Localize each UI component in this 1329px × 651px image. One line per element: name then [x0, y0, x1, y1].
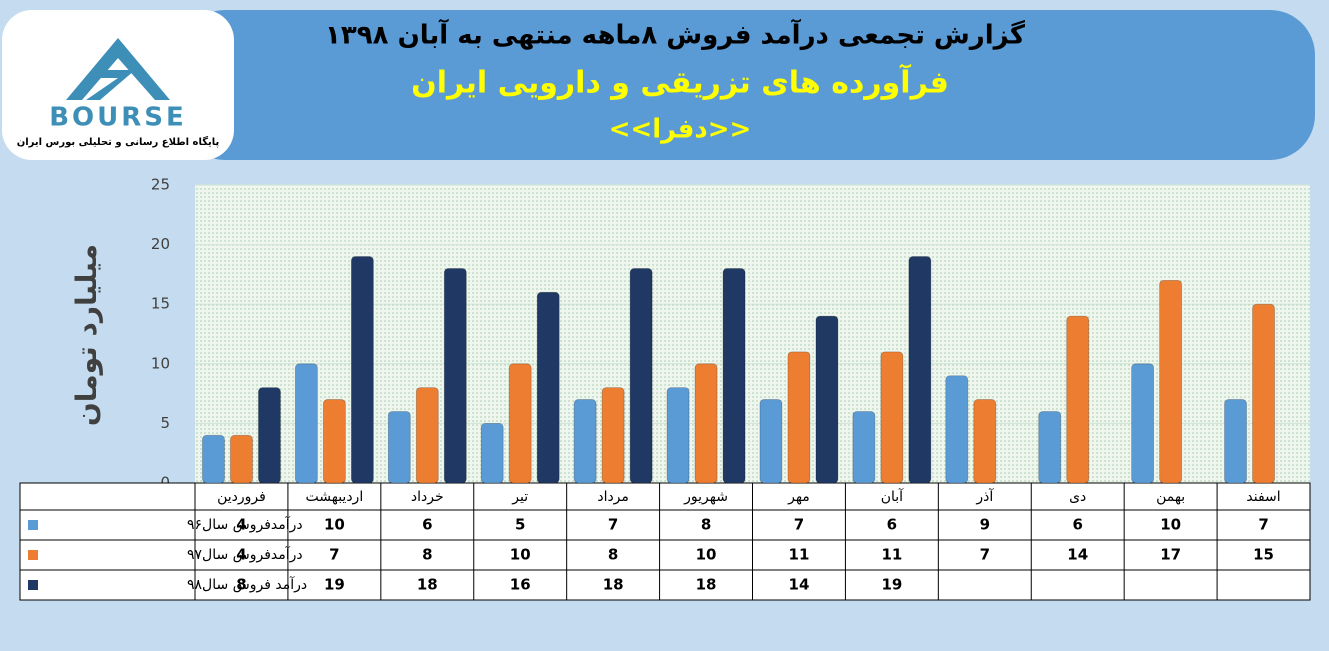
table-value: 10 — [696, 546, 717, 564]
legend-label: درآمدفروش سال۹۷ — [187, 546, 303, 563]
y-tick-label: 10 — [151, 354, 170, 372]
legend-swatch — [28, 520, 38, 530]
logo-subtitle: پایگاه اطلاع رسانی و تحلیلی بورس ایران — [17, 135, 220, 148]
y-tick-label: 5 — [160, 414, 170, 432]
bar — [202, 434, 225, 484]
bar — [1224, 399, 1247, 484]
bar — [573, 399, 597, 484]
table-value: 18 — [603, 576, 624, 594]
logo-text: BOURSE — [49, 103, 187, 133]
x-tick-label: مهر — [787, 489, 810, 505]
bar — [629, 268, 653, 484]
bar — [666, 387, 690, 484]
x-tick-label: خرداد — [411, 489, 444, 505]
bar — [230, 434, 253, 484]
table-value: 14 — [789, 576, 810, 594]
table-value: 6 — [422, 516, 432, 534]
chart-title: گزارش تجمعی درآمد فروش ۸ماهه منتهی به آب… — [325, 19, 1026, 51]
table-value: 18 — [696, 576, 717, 594]
bar — [294, 363, 318, 484]
table-value: 6 — [1072, 516, 1082, 534]
table-value: 11 — [789, 546, 810, 564]
plot-area — [195, 185, 1310, 483]
y-tick-label: 25 — [151, 176, 170, 194]
bar — [908, 256, 932, 484]
table-value: 15 — [1253, 546, 1274, 564]
table-value: 10 — [324, 516, 345, 534]
bar — [1252, 303, 1275, 484]
x-tick-label: آذر — [975, 488, 994, 505]
table-value: 16 — [510, 576, 531, 594]
table-value: 7 — [1258, 516, 1268, 534]
bar — [508, 363, 532, 484]
bar — [415, 387, 439, 484]
logo-box — [2, 10, 234, 160]
x-tick-label: فروردین — [217, 489, 266, 505]
bar — [387, 411, 411, 484]
legend-swatch — [28, 580, 38, 590]
x-tick-label: بهمن — [1156, 489, 1185, 505]
table-value: 7 — [608, 516, 618, 534]
table-value: 6 — [887, 516, 897, 534]
x-tick-label: اردیبهشت — [306, 489, 364, 505]
bar — [787, 351, 811, 484]
bar — [880, 351, 904, 484]
table-value: 18 — [417, 576, 438, 594]
bar — [1159, 279, 1183, 484]
chart-subtitle: فرآورده های تزریقی و دارویی ایران — [411, 64, 949, 101]
logo-icon — [66, 38, 170, 100]
legend-swatch — [28, 550, 38, 560]
bar — [1038, 411, 1062, 484]
table-value: 14 — [1067, 546, 1088, 564]
bar — [322, 399, 346, 484]
y-tick-label: 20 — [151, 235, 170, 253]
table-value: 17 — [1160, 546, 1181, 564]
table-value: 5 — [515, 516, 525, 534]
table-value: 7 — [329, 546, 339, 564]
table-value: 8 — [422, 546, 432, 564]
x-tick-label: مرداد — [597, 489, 629, 505]
bar — [815, 315, 839, 484]
table-value: 19 — [881, 576, 902, 594]
table-background — [19, 482, 1311, 601]
table-value: 11 — [881, 546, 902, 564]
table-value: 10 — [1160, 516, 1181, 534]
bar — [1066, 315, 1090, 484]
bar — [258, 387, 281, 484]
table-value: 4 — [236, 516, 246, 534]
table-value: 8 — [701, 516, 711, 534]
table-value: 7 — [794, 516, 804, 534]
x-tick-label: شهریور — [683, 489, 728, 505]
y-axis-label: میلیارد تومان — [70, 244, 103, 426]
table-value: 10 — [510, 546, 531, 564]
table-value: 19 — [324, 576, 345, 594]
bar — [443, 268, 467, 484]
table-value: 4 — [236, 546, 246, 564]
bar — [945, 375, 969, 484]
bar — [350, 256, 374, 484]
bar — [694, 363, 718, 484]
legend-label: درآمدفروش سال۹۶ — [187, 516, 303, 533]
x-tick-label: آبان — [881, 488, 904, 505]
bar — [759, 399, 783, 484]
y-tick-label: 15 — [151, 295, 170, 313]
bar — [852, 411, 876, 484]
title-banner — [180, 10, 1315, 160]
chart-subtitle: <<دفرا>> — [609, 115, 752, 145]
table-value: 7 — [980, 546, 990, 564]
x-tick-label: دی — [1069, 489, 1086, 505]
x-tick-label: اسفند — [1246, 489, 1280, 505]
bar — [722, 268, 746, 484]
table-value: 8 — [236, 576, 246, 594]
bar — [973, 399, 997, 484]
table-value: 9 — [980, 516, 990, 534]
bar — [601, 387, 625, 484]
legend-label: درآمد فروش سال۹۸ — [187, 576, 307, 593]
bar — [480, 422, 504, 484]
x-tick-label: تیر — [511, 489, 528, 505]
bar — [1131, 363, 1155, 484]
bar — [536, 291, 560, 484]
table-value: 8 — [608, 546, 618, 564]
